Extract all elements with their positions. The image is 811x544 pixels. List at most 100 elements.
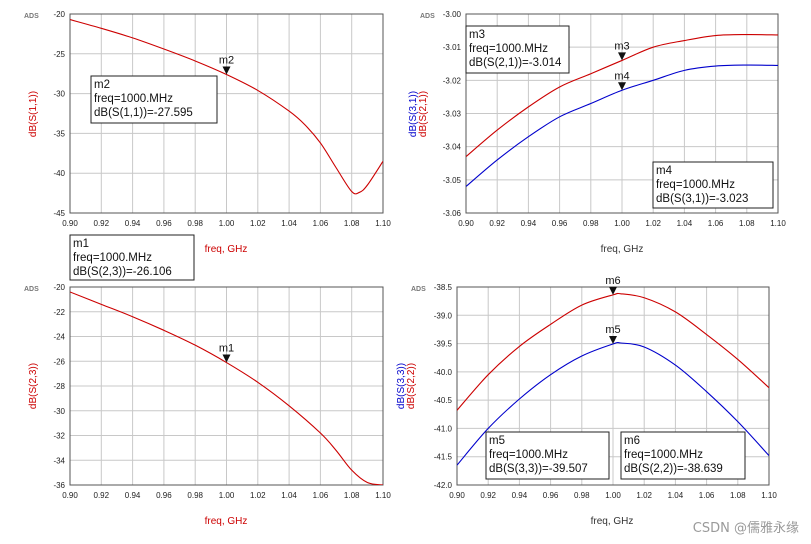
y-tick-label: -38.5	[434, 283, 453, 292]
x-tick-label: 0.90	[62, 491, 78, 500]
x-tick-label: 0.98	[187, 219, 203, 228]
ads-label: ADS	[420, 13, 435, 20]
marker-readout-line: freq=1000.MHz	[73, 252, 152, 264]
y-tick-label: -42.0	[434, 481, 453, 490]
y-tick-label: -41.5	[434, 453, 453, 462]
y-tick-label: -41.0	[434, 424, 453, 433]
marker-readout-box	[485, 431, 610, 480]
y-tick-label: -25	[53, 50, 65, 59]
y-axis-label: dB(S(3,3))	[396, 363, 407, 409]
x-tick-label: 0.90	[449, 491, 465, 500]
x-axis-label: freq, GHz	[205, 244, 248, 255]
marker-readout-line: dB(S(1,1))=-27.595	[94, 107, 193, 119]
x-tick-label: 1.08	[344, 219, 360, 228]
watermark: CSDN @儒雅永缘	[692, 521, 799, 536]
x-tick-label: 1.10	[375, 491, 391, 500]
marker-readout-line: dB(S(2,3))=-26.106	[73, 266, 172, 278]
y-tick-label: -3.02	[443, 76, 462, 85]
x-tick-label: 1.08	[344, 491, 360, 500]
x-tick-label: 1.02	[250, 219, 266, 228]
x-tick-label: 1.10	[375, 219, 391, 228]
plot-frame	[69, 286, 384, 486]
marker-label: m4	[614, 70, 629, 82]
x-tick-label: 0.90	[458, 219, 474, 228]
marker-label: m3	[614, 40, 629, 52]
y-tick-label: -3.06	[443, 209, 462, 218]
x-tick-label: 1.06	[313, 491, 329, 500]
x-tick-label: 1.04	[281, 491, 297, 500]
marker-triangle	[222, 354, 231, 363]
x-tick-label: 1.08	[739, 219, 755, 228]
chart-s21s31: ADS 0.90 0.92 0.94 0.96 0.98 1.00 1.02 1.04 1.06 1…	[408, 10, 786, 255]
y-tick-label: -32	[53, 432, 65, 441]
marker-readout-line: dB(S(3,3))=-39.507	[489, 463, 588, 475]
y-axis-label: dB(S(3,1))	[408, 91, 419, 137]
marker-readout-line: freq=1000.MHz	[656, 179, 735, 191]
marker-readout-box	[465, 25, 570, 74]
x-tick-label: 1.02	[645, 219, 661, 228]
marker-readout-line: freq=1000.MHz	[489, 449, 568, 461]
marker-readout-line: dB(S(2,1))=-3.014	[469, 57, 562, 69]
x-tick-label: 1.10	[770, 219, 786, 228]
x-tick-label: 1.10	[761, 491, 777, 500]
x-tick-label: 0.94	[125, 219, 141, 228]
marker-readout-line: dB(S(2,2))=-38.639	[624, 463, 723, 475]
y-tick-label: -22	[53, 308, 65, 317]
x-tick-label: 1.06	[699, 491, 715, 500]
x-tick-label: 1.04	[281, 219, 297, 228]
y-tick-label: -30	[53, 407, 65, 416]
plot-frame	[465, 13, 779, 214]
marker-triangle	[618, 82, 626, 91]
x-tick-label: 1.04	[677, 219, 693, 228]
x-tick-label: 0.96	[156, 219, 172, 228]
x-tick-label: 0.98	[187, 491, 203, 500]
x-tick-label: 0.98	[574, 491, 590, 500]
y-tick-label: -39.5	[434, 340, 453, 349]
x-tick-label: 1.00	[219, 491, 235, 500]
y-tick-label: -40.0	[434, 368, 453, 377]
x-tick-label: 1.06	[313, 219, 329, 228]
y-axis-label: dB(S(2,2))	[406, 363, 417, 409]
marker-readout-line: dB(S(3,1))=-3.023	[656, 193, 748, 205]
y-tick-label: -3.03	[443, 110, 462, 119]
series-line-db-s-2-3-	[70, 291, 383, 485]
y-tick-label: -20	[53, 283, 65, 292]
marker-readout-line: m3	[469, 29, 485, 41]
x-tick-label: 1.04	[668, 491, 684, 500]
y-axis-label: dB(S(2,1))	[418, 91, 429, 137]
marker-triangle	[618, 52, 626, 61]
y-tick-label: -35	[53, 129, 65, 138]
marker-readout-line: freq=1000.MHz	[624, 449, 703, 461]
x-tick-label: 0.96	[156, 491, 172, 500]
marker-readout-line: m6	[624, 435, 640, 447]
marker-triangle	[222, 66, 231, 75]
x-tick-label: 0.90	[62, 219, 78, 228]
y-tick-label: -39.0	[434, 311, 453, 320]
ads-label: ADS	[411, 286, 426, 293]
marker-readout-line: freq=1000.MHz	[469, 43, 548, 55]
y-tick-label: -40	[53, 169, 65, 178]
x-tick-label: 0.94	[512, 491, 528, 500]
x-tick-label: 0.98	[583, 219, 599, 228]
y-tick-label: -26	[53, 357, 65, 366]
x-tick-label: 0.92	[94, 219, 110, 228]
x-tick-label: 1.00	[614, 219, 630, 228]
x-tick-label: 0.94	[521, 219, 537, 228]
chart-s22s33: ADS 0.90 0.92 0.94 0.96 0.98 1.00 1.02 1.04 1.06 1…	[396, 275, 777, 527]
y-tick-label: -20	[53, 10, 65, 19]
marker-readout-box	[652, 161, 774, 209]
y-axis-label: dB(S(2,3))	[28, 363, 39, 409]
x-tick-label: 1.02	[636, 491, 652, 500]
series-line-db-s-2-2-	[457, 292, 769, 411]
marker-label: m6	[605, 275, 620, 287]
marker-readout-line: freq=1000.MHz	[94, 93, 173, 105]
marker-label: m2	[219, 54, 234, 66]
y-tick-label: -28	[53, 382, 65, 391]
x-tick-label: 1.00	[605, 491, 621, 500]
y-tick-label: -45	[53, 209, 65, 218]
x-tick-label: 0.92	[480, 491, 496, 500]
y-tick-label: -3.01	[443, 43, 462, 52]
marker-readout-line: m2	[94, 79, 110, 91]
y-tick-label: -34	[53, 456, 65, 465]
y-tick-label: -3.04	[443, 143, 462, 152]
